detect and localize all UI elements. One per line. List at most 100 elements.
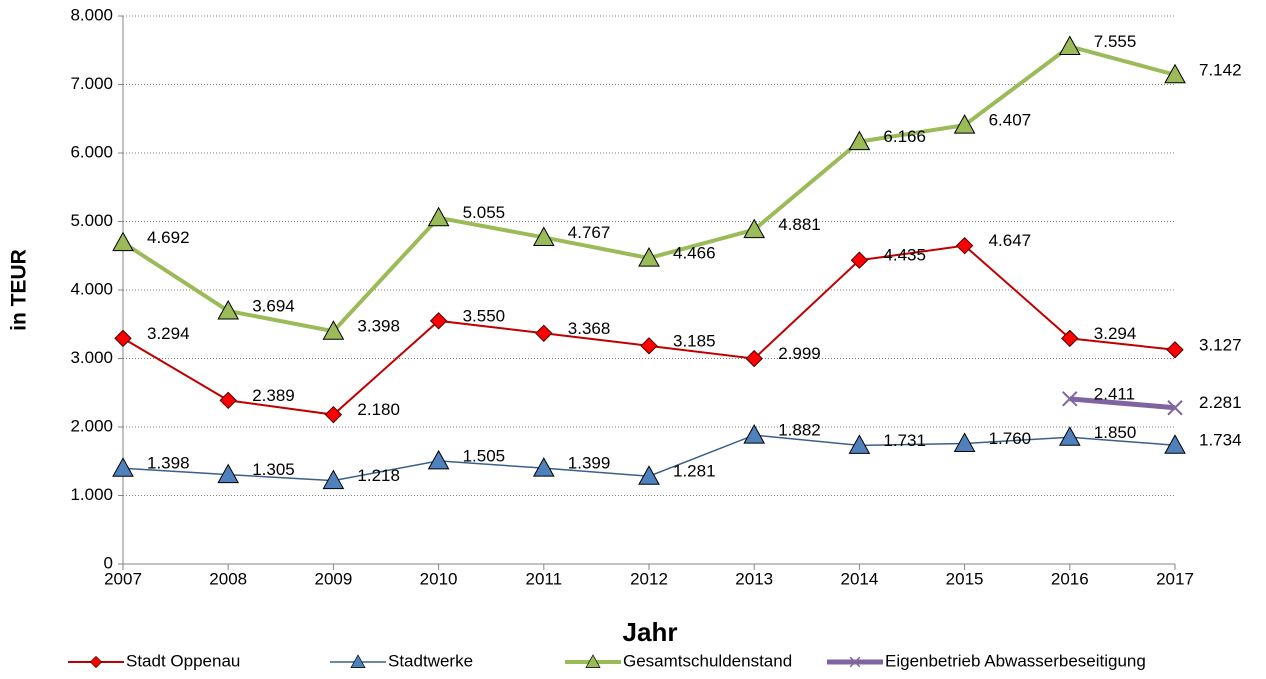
- data-point: [1058, 426, 1081, 446]
- legend-marker: [849, 656, 861, 668]
- legend-marker: [585, 654, 601, 668]
- legend-label: Stadtwerke: [388, 651, 473, 670]
- data-point: [112, 231, 134, 252]
- legend-label: Eigenbetrieb Abwasserbeseitigung: [885, 651, 1146, 670]
- data-label: 3.398: [357, 317, 400, 336]
- x-tick-label: 2013: [735, 569, 773, 588]
- data-point: [640, 337, 658, 355]
- legend-label: Stadt Oppenau: [126, 651, 240, 670]
- data-point: [429, 312, 448, 330]
- data-label: 2.999: [778, 344, 821, 363]
- data-point: [324, 405, 343, 424]
- y-tick-label: 7.000: [70, 74, 113, 93]
- data-label: 2.281: [1199, 393, 1242, 412]
- data-label: 3.294: [147, 324, 190, 343]
- data-label: 5.055: [463, 203, 506, 222]
- legend-label: Gesamtschuldenstand: [623, 651, 792, 670]
- data-label: 7.142: [1199, 60, 1242, 79]
- data-point: [112, 457, 134, 477]
- data-label: 6.407: [989, 111, 1032, 130]
- data-point: [1166, 341, 1184, 359]
- data-point: [955, 236, 974, 255]
- data-point: [953, 432, 976, 452]
- data-point: [1061, 329, 1079, 348]
- data-label: 1.399: [568, 454, 611, 473]
- data-label: 3.368: [568, 319, 611, 338]
- y-tick-label: 3.000: [70, 348, 113, 367]
- data-point: [217, 299, 240, 320]
- x-axis-title: Jahr: [623, 617, 678, 647]
- data-label: 7.555: [1094, 32, 1137, 51]
- data-point: [1062, 391, 1078, 407]
- data-point: [114, 329, 132, 348]
- data-point: [953, 114, 976, 134]
- x-tick-label: 2008: [209, 569, 247, 588]
- y-tick-label: 8.000: [70, 5, 113, 24]
- y-tick-label: 0: [104, 553, 113, 572]
- data-point: [848, 130, 871, 151]
- data-point: [322, 469, 345, 490]
- data-point: [638, 247, 660, 267]
- data-point: [1164, 434, 1186, 454]
- series-line: [121, 44, 1176, 334]
- y-tick-label: 6.000: [70, 142, 113, 161]
- data-label: 3.127: [1199, 335, 1242, 354]
- data-label: 3.294: [1094, 324, 1137, 343]
- data-label: 1.505: [463, 446, 506, 465]
- data-point: [532, 226, 555, 246]
- data-point: [850, 251, 869, 269]
- data-label: 1.218: [357, 466, 400, 485]
- data-label: 3.550: [463, 306, 506, 325]
- data-point: [427, 449, 450, 470]
- x-tick-label: 2011: [526, 569, 563, 588]
- data-label: 4.647: [989, 231, 1032, 250]
- y-tick-label: 5.000: [70, 211, 113, 230]
- data-point: [1164, 63, 1186, 84]
- data-label: 4.692: [147, 228, 190, 247]
- x-tick-label: 2007: [104, 569, 142, 588]
- x-tick-label: 2015: [946, 569, 984, 588]
- y-axis-title: in TEUR: [8, 249, 31, 331]
- data-point: [219, 391, 237, 410]
- data-label: 6.166: [883, 127, 926, 146]
- x-tick-label: 2009: [314, 569, 352, 588]
- data-label: 1.760: [989, 429, 1032, 448]
- data-point: [532, 457, 555, 477]
- x-tick-label: 2012: [630, 569, 668, 588]
- data-point: [743, 218, 766, 239]
- data-point: [535, 324, 553, 342]
- x-tick-label: 2010: [420, 569, 458, 588]
- x-tick-label: 2014: [840, 569, 878, 588]
- y-tick-label: 2.000: [70, 416, 113, 435]
- data-point: [745, 349, 763, 368]
- data-label: 4.767: [568, 223, 611, 242]
- data-point: [848, 434, 871, 454]
- data-point: [427, 206, 450, 227]
- data-label: 4.435: [883, 246, 926, 265]
- data-label: 1.305: [252, 460, 295, 479]
- data-label: 1.281: [673, 462, 716, 481]
- data-point: [217, 463, 240, 484]
- data-label: 1.850: [1094, 423, 1137, 442]
- x-tick-label: 2017: [1156, 569, 1194, 588]
- data-label: 4.881: [778, 215, 821, 234]
- data-point: [638, 465, 660, 485]
- data-label: 4.466: [673, 244, 716, 263]
- y-tick-label: 1.000: [70, 485, 113, 504]
- data-label: 2.389: [252, 386, 295, 405]
- data-point: [1167, 400, 1183, 416]
- data-label: 1.731: [883, 431, 926, 450]
- x-tick-label: 2016: [1051, 569, 1089, 588]
- data-point: [322, 320, 345, 340]
- legend-marker: [350, 654, 366, 668]
- data-label: 1.734: [1199, 431, 1242, 450]
- data-label: 2.411: [1094, 384, 1135, 403]
- y-tick-label: 4.000: [70, 279, 113, 298]
- data-label: 1.398: [147, 454, 190, 473]
- series-line: [1069, 396, 1176, 411]
- data-label: 3.694: [252, 296, 295, 315]
- data-label: 3.185: [673, 331, 716, 350]
- data-label: 2.180: [357, 400, 400, 419]
- legend-marker: [89, 655, 103, 669]
- data-point: [1058, 35, 1081, 55]
